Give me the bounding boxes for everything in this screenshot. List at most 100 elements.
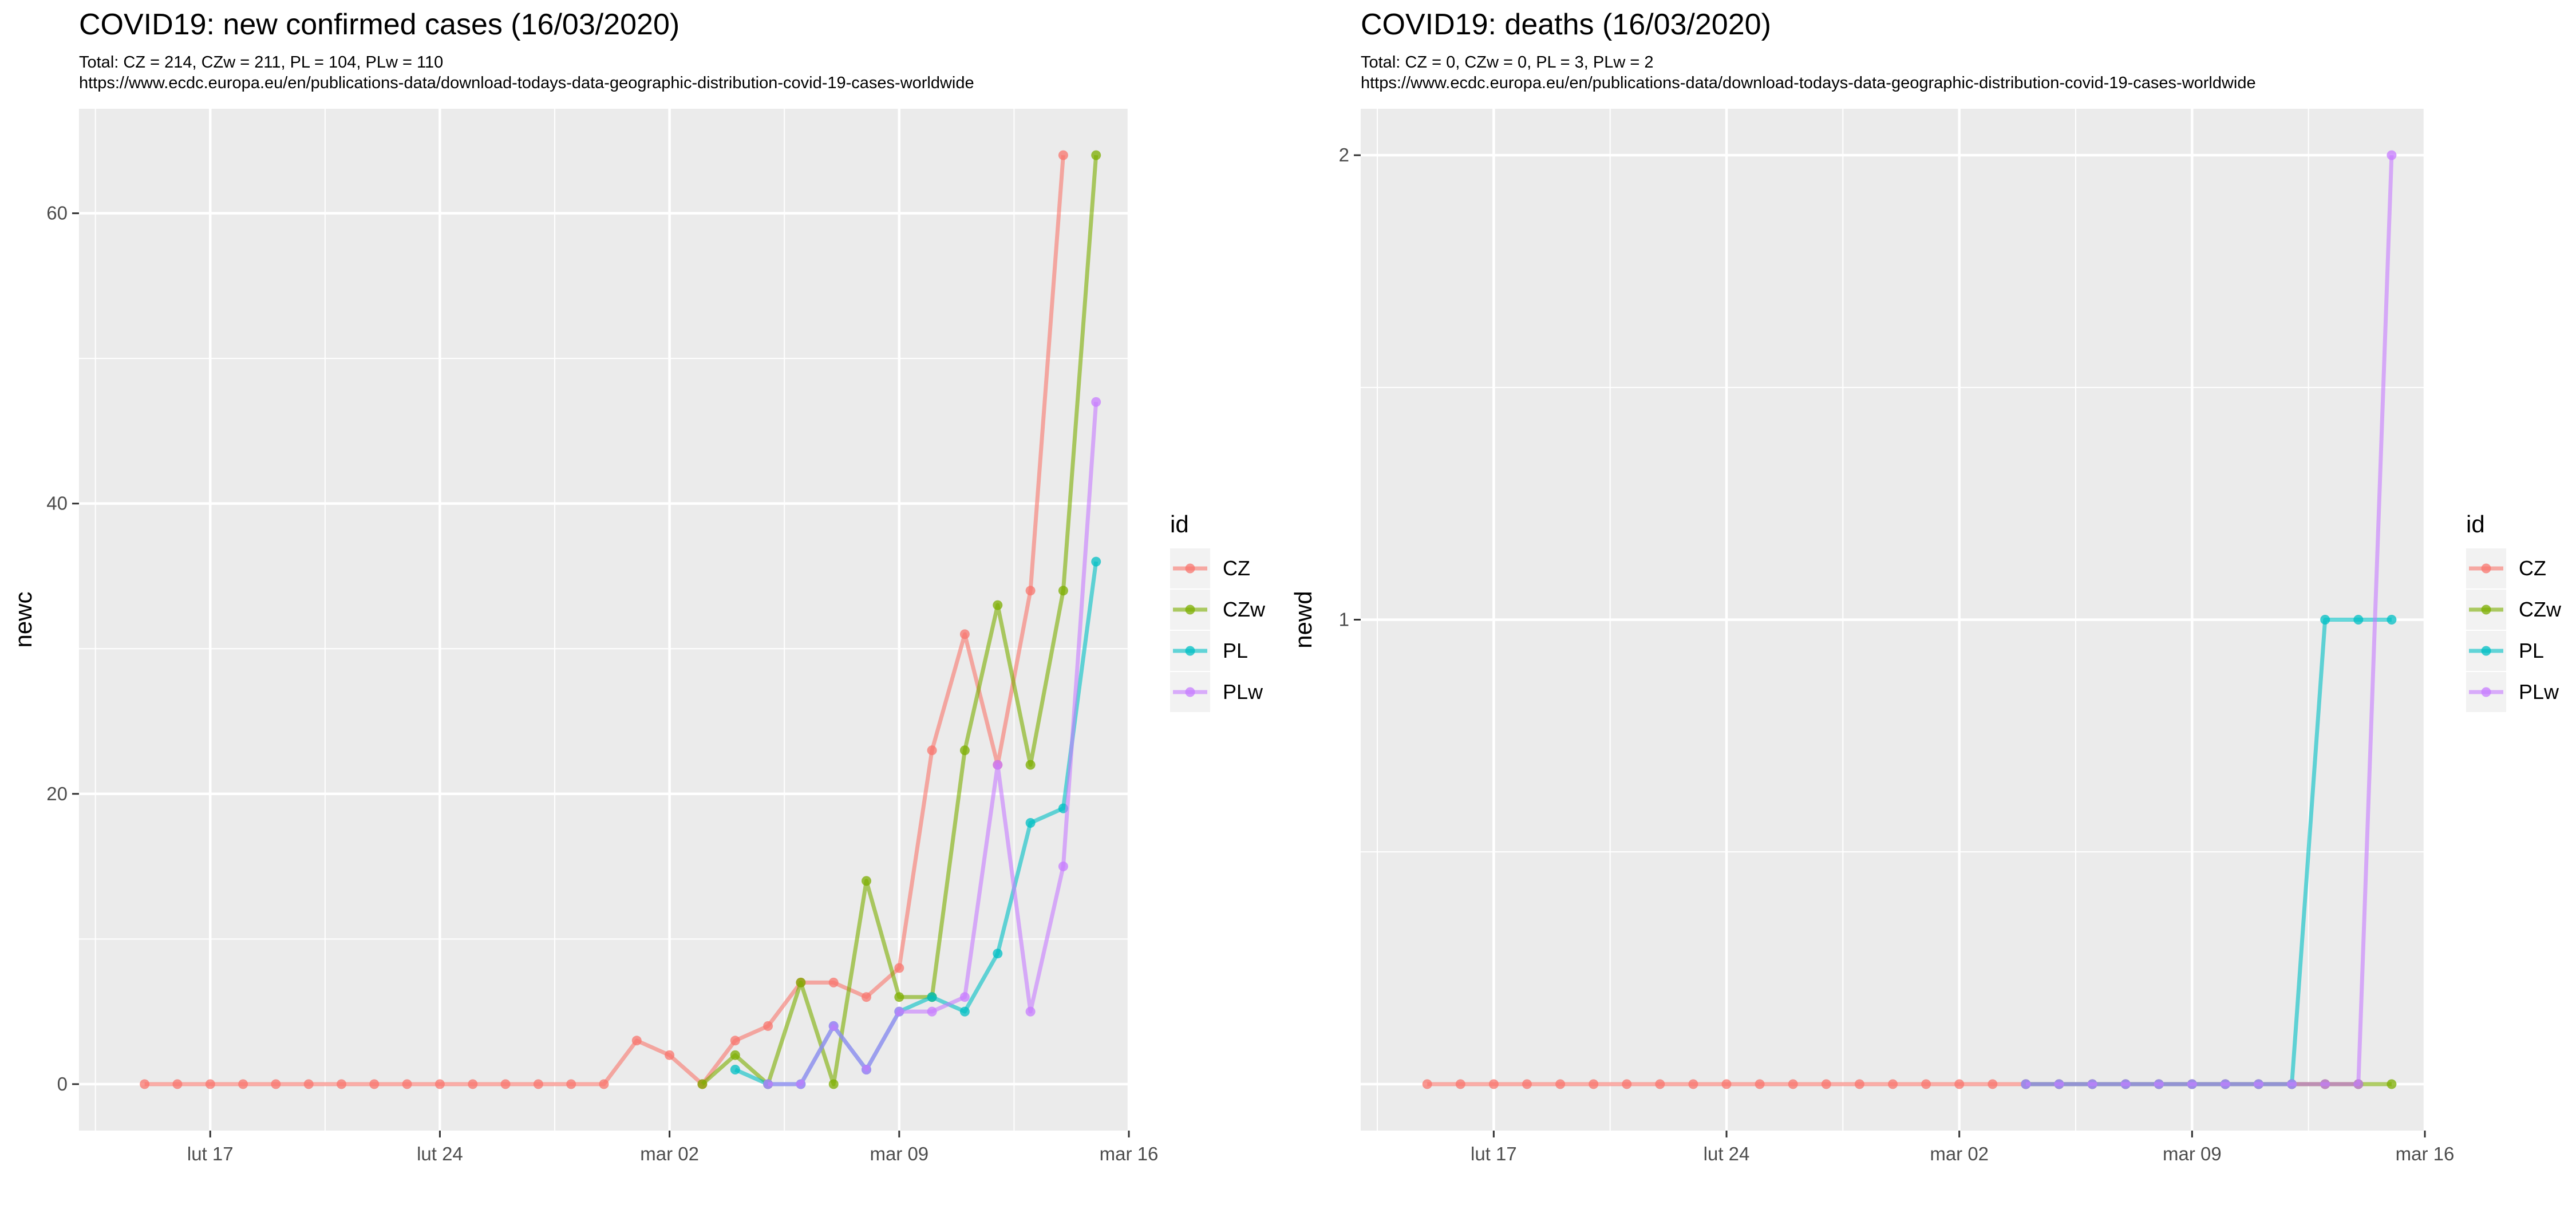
y-tick-label: 20 [46, 783, 68, 804]
series-PLw [763, 397, 1101, 1089]
data-point-PLw [927, 1006, 937, 1017]
data-point-PLw [1091, 397, 1101, 407]
data-point-CZ [730, 1036, 740, 1046]
data-point-CZw [862, 876, 871, 886]
x-tick-label: mar 02 [1930, 1143, 1989, 1164]
legend: id CZ CZw PL PLw [2466, 511, 2562, 712]
data-point-PLw [862, 1065, 871, 1074]
chart-subtitle-source: https://www.ecdc.europa.eu/en/publicatio… [79, 74, 974, 92]
data-point-PLw [894, 1006, 904, 1017]
data-point-CZ [1755, 1079, 1765, 1089]
data-point-PLw [2220, 1079, 2230, 1089]
data-point-CZw [796, 977, 806, 987]
data-point-CZ [1921, 1079, 1931, 1089]
data-point-CZ [1954, 1079, 1965, 1089]
data-point-CZw [1058, 586, 1068, 596]
chart-title: COVID19: new confirmed cases (16/03/2020… [79, 8, 679, 41]
data-point-CZ [1058, 150, 1068, 160]
data-point-CZ [763, 1021, 773, 1031]
data-point-CZ [1688, 1079, 1698, 1089]
data-point-PL [2387, 615, 2397, 625]
x-tick-label: mar 02 [640, 1143, 699, 1164]
data-point-CZw [1025, 760, 1036, 770]
series-PLw [2021, 150, 2397, 1089]
data-point-CZ [1455, 1079, 1465, 1089]
data-point-CZ [599, 1079, 609, 1089]
data-point-PL [2353, 615, 2364, 625]
legend-key-point [2481, 646, 2491, 656]
data-point-CZ [1589, 1079, 1599, 1089]
data-point-CZ [434, 1079, 445, 1089]
data-point-CZw [894, 992, 904, 1002]
data-point-CZ [862, 992, 871, 1002]
data-point-PLw [2054, 1079, 2064, 1089]
x-tick-label: lut 24 [1704, 1143, 1750, 1164]
chart-title: COVID19: deaths (16/03/2020) [1361, 8, 1771, 41]
data-point-PLw [2021, 1079, 2031, 1089]
data-point-CZ [337, 1079, 346, 1089]
data-point-CZw [697, 1079, 708, 1089]
data-point-CZ [566, 1079, 576, 1089]
legend-label-PLw: PLw [2519, 680, 2559, 704]
data-point-CZ [631, 1036, 642, 1046]
legend-key-point [1185, 563, 1195, 574]
legend-label-CZ: CZ [2519, 556, 2546, 580]
data-point-PLw [2087, 1079, 2097, 1089]
data-point-CZ [1721, 1079, 1732, 1089]
data-point-CZ [1025, 586, 1036, 596]
data-point-CZ [205, 1079, 215, 1089]
data-point-CZ [1488, 1079, 1499, 1089]
data-point-CZw [2387, 1079, 2397, 1089]
data-point-PLw [763, 1079, 773, 1089]
chart-panel-2: COVID19: deaths (16/03/2020) Total: CZ = … [1290, 8, 2562, 1164]
plot-background [79, 109, 1129, 1131]
legend-label-PL: PL [2519, 639, 2544, 662]
data-point-CZ [500, 1079, 511, 1089]
data-point-CZ [959, 629, 970, 639]
x-tick-label: lut 17 [1471, 1143, 1517, 1164]
chart-subtitle-source: https://www.ecdc.europa.eu/en/publicatio… [1361, 74, 2256, 92]
data-point-PLw [2187, 1079, 2197, 1089]
data-point-PL [927, 992, 937, 1002]
legend-title: id [1170, 511, 1189, 538]
y-tick-label: 0 [57, 1073, 68, 1095]
data-point-CZ [1821, 1079, 1831, 1089]
data-point-CZ [1522, 1079, 1532, 1089]
legend-key-point [1185, 646, 1195, 656]
data-point-PLw [796, 1079, 806, 1089]
data-point-CZw [730, 1050, 740, 1060]
x-tick-label: mar 16 [2396, 1143, 2455, 1164]
data-point-PL [1091, 556, 1101, 567]
data-point-CZ [665, 1050, 675, 1060]
x-tick-label: mar 09 [870, 1143, 929, 1164]
chart-subtitle-totals: Total: CZ = 214, CZw = 211, PL = 104, PL… [79, 53, 443, 72]
x-tick-label: mar 09 [2163, 1143, 2222, 1164]
data-point-CZ [894, 963, 904, 973]
data-point-CZ [172, 1079, 183, 1089]
y-tick-label: 1 [1339, 609, 1349, 630]
data-point-CZ [1622, 1079, 1632, 1089]
data-point-CZ [1555, 1079, 1566, 1089]
data-point-PL [993, 949, 1003, 959]
data-point-PLw [828, 1021, 839, 1031]
y-tick-label: 2 [1339, 144, 1349, 165]
data-point-PLw [2254, 1079, 2263, 1089]
data-point-CZ [238, 1079, 248, 1089]
data-point-PLw [993, 760, 1003, 770]
data-point-PL [2320, 615, 2330, 625]
data-point-CZ [1788, 1079, 1798, 1089]
legend-key-point [2481, 563, 2491, 574]
legend-label-PL: PL [1223, 639, 1248, 662]
data-point-CZ [1988, 1079, 1998, 1089]
x-tick-label: lut 24 [417, 1143, 463, 1164]
chart-panel-1: COVID19: new confirmed cases (16/03/2020… [10, 8, 1266, 1164]
data-point-CZw [993, 600, 1003, 610]
data-point-CZ [1854, 1079, 1864, 1089]
data-point-PLw [959, 992, 970, 1002]
data-point-CZ [303, 1079, 314, 1089]
data-point-CZw [1091, 150, 1101, 160]
x-tick-label: mar 16 [1100, 1143, 1159, 1164]
data-point-PLw [2287, 1079, 2297, 1089]
x-tick-label: lut 17 [187, 1143, 234, 1164]
